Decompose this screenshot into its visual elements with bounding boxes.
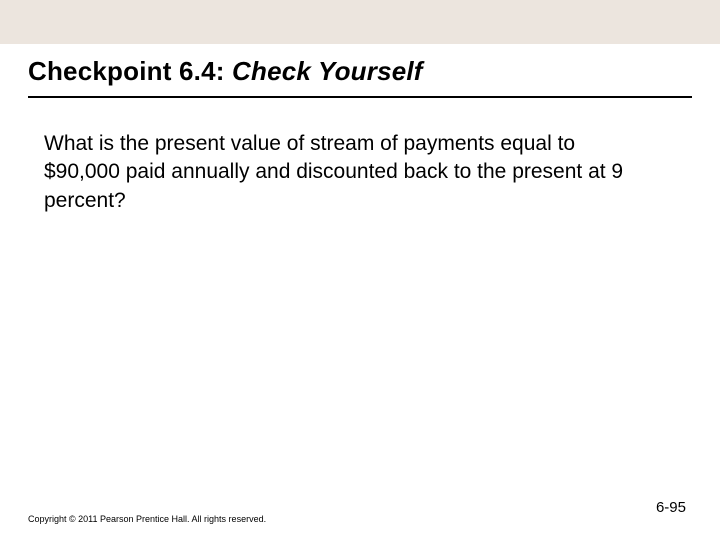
top-band <box>0 0 720 44</box>
copyright-text: Copyright © 2011 Pearson Prentice Hall. … <box>28 514 266 524</box>
heading-prefix: Checkpoint 6.4: <box>28 56 232 86</box>
slide-heading: Checkpoint 6.4: Check Yourself <box>28 56 423 87</box>
heading-underline <box>28 96 692 98</box>
heading-italic: Check Yourself <box>232 56 423 86</box>
page-number: 6-95 <box>656 499 686 516</box>
body-text: What is the present value of stream of p… <box>44 130 652 215</box>
